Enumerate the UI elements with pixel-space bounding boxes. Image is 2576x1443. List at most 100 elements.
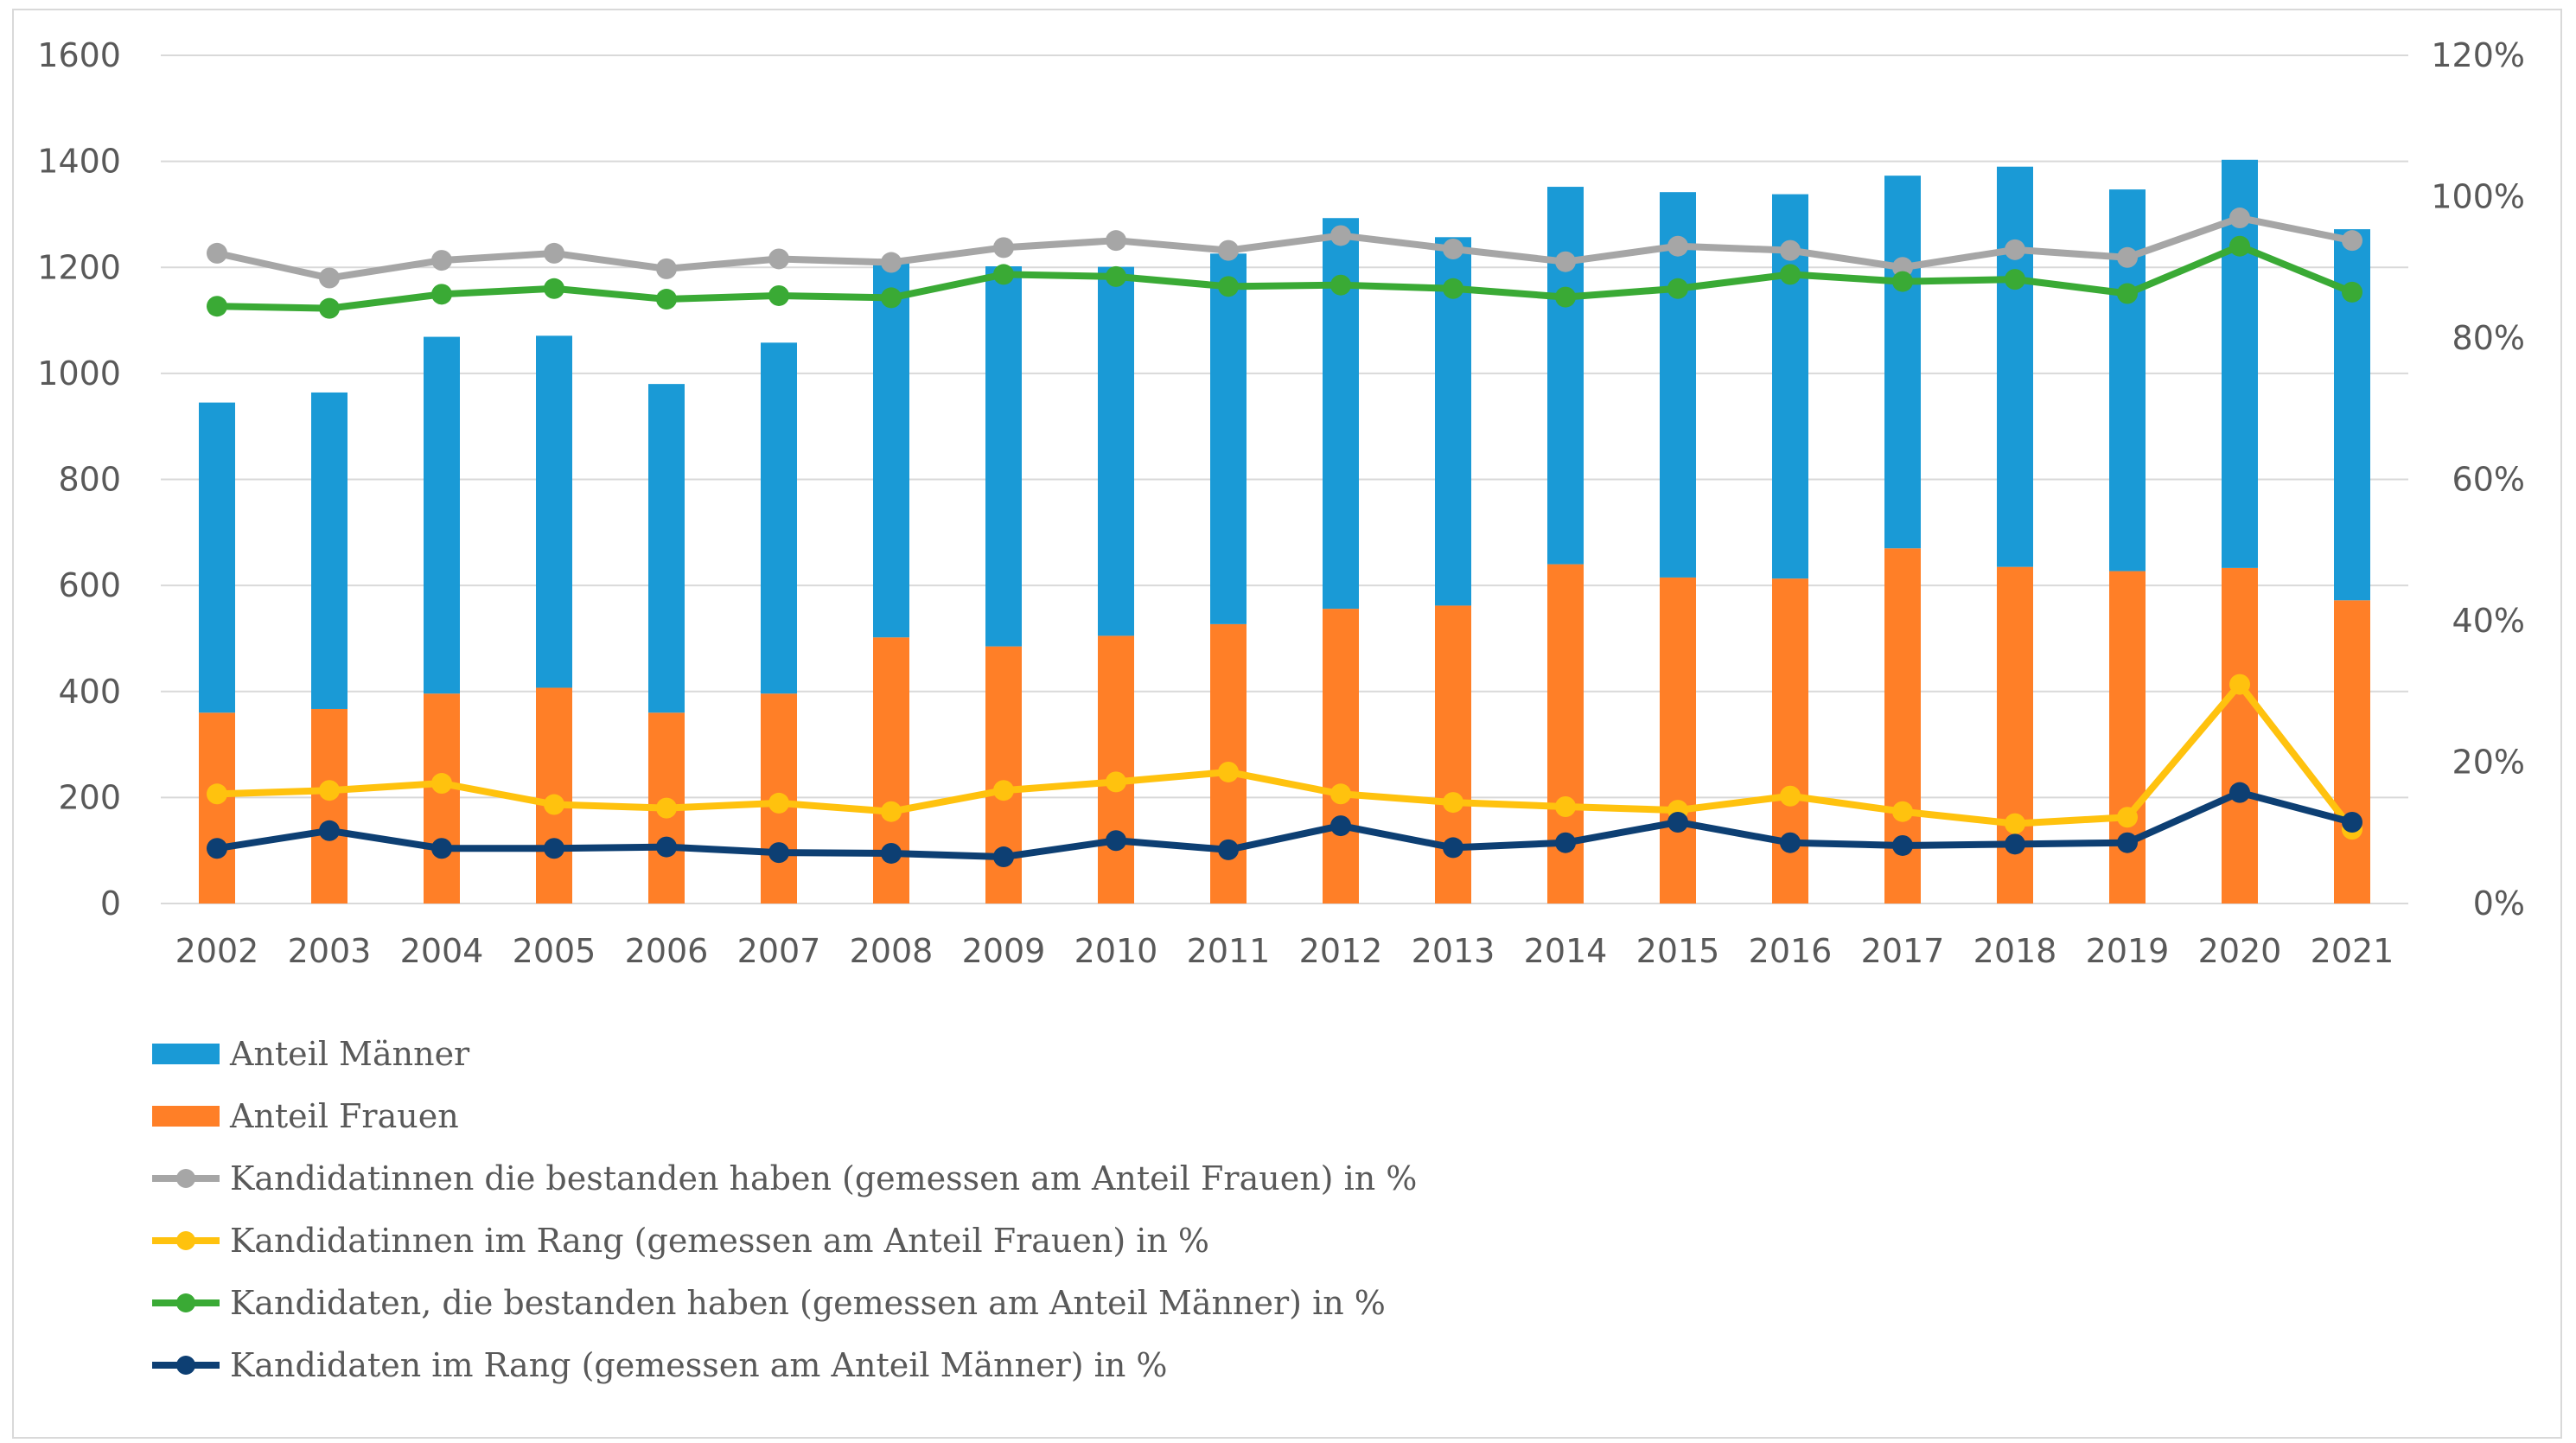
x-tick-label: 2015: [1636, 932, 1720, 970]
series-point-1: [431, 250, 452, 271]
series-point-1: [993, 237, 1014, 259]
series-point-2: [2005, 813, 2025, 834]
x-tick-label: 2019: [2086, 932, 2170, 970]
bar-frauen: [424, 693, 460, 903]
y-tick-label: 0: [100, 884, 121, 923]
series-point-1: [1218, 239, 1239, 261]
bar-maenner: [536, 335, 572, 688]
bar-maenner: [648, 384, 685, 713]
y-tick-label: 800: [58, 461, 121, 499]
x-tick-label: 2010: [1074, 932, 1158, 970]
bar-maenner: [1884, 176, 1921, 549]
series-point-1: [1106, 230, 1126, 252]
x-tick-label: 2008: [850, 932, 934, 970]
series-point-2: [1218, 761, 1239, 782]
series-point-4: [1106, 830, 1126, 852]
series-point-1: [2117, 246, 2138, 268]
series-point-2: [1780, 785, 1801, 807]
series-point-2: [881, 801, 902, 822]
y2-tick-label: 0%: [2473, 884, 2525, 923]
y-tick-label: 1200: [37, 248, 121, 286]
series-point-4: [656, 836, 677, 858]
y2-tick-label: 120%: [2431, 36, 2525, 74]
series-point-4: [993, 846, 1014, 868]
bar-maenner: [1210, 253, 1247, 624]
series-point-4: [544, 838, 564, 859]
series-point-3: [431, 284, 452, 305]
legend-label: Kandidatinnen im Rang (gemessen am Antei…: [230, 1222, 1209, 1260]
series-point-2: [1330, 783, 1351, 805]
x-tick-label: 2020: [2198, 932, 2282, 970]
series-line-2: [216, 680, 2356, 832]
bar-maenner: [424, 336, 460, 694]
bar-maenner: [1997, 166, 2033, 567]
series-point-2: [768, 792, 789, 814]
gridlines: [161, 54, 2408, 904]
series-point-4: [2229, 782, 2250, 803]
series-point-4: [1892, 834, 1913, 856]
x-tick-label: 2012: [1299, 932, 1383, 970]
series-point-1: [1330, 225, 1351, 246]
x-tick-label: 2004: [400, 932, 484, 970]
series-point-1: [881, 252, 902, 273]
series-point-3: [1330, 274, 1351, 296]
series-line-3: [216, 242, 2354, 312]
bar-frauen: [1323, 609, 1359, 903]
legend-marker: [176, 1169, 195, 1188]
series-point-1: [1667, 235, 1688, 257]
bar-frauen: [311, 708, 348, 903]
y2-tick-label: 40%: [2452, 602, 2525, 640]
y-axis-left: 0 200 400 600 800 1000 1200 1400 1600: [37, 36, 121, 923]
bar-maenner: [1098, 266, 1134, 636]
series-line-4: [216, 789, 2354, 861]
bar-frauen: [1660, 577, 1696, 903]
bar-frauen: [2222, 567, 2258, 903]
series-line-1: [216, 214, 2353, 282]
series-point-2: [993, 780, 1014, 801]
legend-marker: [176, 1231, 195, 1250]
series-point-3: [768, 284, 789, 306]
series-point-3: [1218, 276, 1239, 297]
bar-frauen: [1435, 605, 1471, 903]
bar-series: [199, 159, 2370, 903]
series-point-1: [1443, 238, 1463, 259]
series-point-2: [1555, 796, 1576, 818]
bar-maenner: [761, 342, 797, 694]
series-point-2: [2229, 674, 2250, 695]
series-point-1: [1555, 251, 1576, 272]
x-tick-label: 2011: [1187, 932, 1271, 970]
series-point-3: [2005, 269, 2025, 291]
series-point-2: [1892, 801, 1913, 822]
y-axis-right: 0% 20% 40% 60% 80% 100% 120%: [2431, 36, 2525, 923]
series-point-4: [1667, 811, 1688, 833]
bar-maenner: [873, 262, 909, 638]
y-tick-label: 400: [58, 673, 121, 711]
bar-maenner: [199, 402, 235, 713]
series-point-1: [544, 242, 564, 264]
series-point-4: [1330, 815, 1351, 837]
series-point-3: [656, 289, 677, 310]
line-series: [207, 208, 2362, 868]
series-point-4: [2117, 832, 2138, 853]
y-tick-label: 1600: [37, 36, 121, 74]
series-point-1: [656, 258, 677, 279]
y2-tick-label: 20%: [2452, 744, 2525, 782]
series-point-3: [1667, 278, 1688, 299]
series-point-2: [319, 780, 340, 801]
series-point-4: [1780, 832, 1801, 853]
x-tick-label: 2013: [1412, 932, 1495, 970]
series-point-4: [2005, 833, 2025, 855]
series-point-3: [881, 287, 902, 309]
series-point-4: [881, 842, 902, 864]
x-tick-label: 2017: [1861, 932, 1945, 970]
series-point-4: [431, 838, 452, 859]
y2-tick-label: 80%: [2452, 319, 2525, 357]
legend-marker: [176, 1293, 195, 1312]
y2-tick-label: 100%: [2431, 178, 2525, 216]
series-point-2: [1106, 771, 1126, 793]
series-point-2: [431, 773, 452, 795]
series-point-1: [1780, 239, 1801, 261]
series-point-4: [1443, 837, 1463, 859]
series-point-3: [2342, 281, 2362, 303]
legend-label: Anteil Frauen: [229, 1097, 459, 1135]
